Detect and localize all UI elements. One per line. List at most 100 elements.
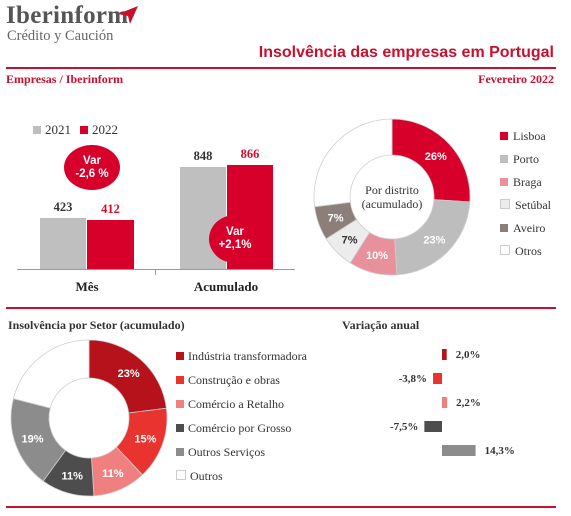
variation-acumulado-line2: +2,1% (218, 239, 252, 251)
legend-setor-item: Outros Serviços (176, 445, 265, 460)
legend-2022-label: 2022 (92, 122, 118, 137)
variation-mes-line1: Var (83, 154, 101, 167)
legend-distrito-item: Aveiro (500, 221, 545, 236)
donut-chart-setor: 23% 15% 11% 11% 19% (10, 339, 168, 497)
variation-bar-outros-servi-os (442, 445, 476, 456)
legend-distrito-swatch (500, 245, 510, 255)
legend-distrito-item: Otros (500, 244, 542, 259)
bar-chart-monthly: 423 412 848 866 (0, 0, 300, 300)
legend-distrito-label: Braga (513, 175, 542, 189)
value-label-mes-2022: 412 (101, 201, 120, 216)
legend-distrito-swatch (500, 155, 508, 163)
legend-distrito-item: Setúbal (500, 198, 551, 213)
legend-2021-swatch (33, 126, 41, 134)
variation-bar-ind-stria-transformadora (442, 349, 447, 360)
distrito-slice-label-porto: 23% (423, 234, 445, 246)
value-label-acumulado-2022: 866 (240, 147, 260, 162)
setor-slice-label-ind-stria-transformadora: 23% (118, 368, 140, 380)
legend-setor-item: Indústria transformadora (176, 349, 307, 364)
variation-bar-com-rcio-a-retalho (442, 397, 448, 408)
distrito-slice-label-lisboa: 26% (425, 151, 447, 163)
legend-setor-label: Outros (190, 469, 223, 483)
variation-bar-chart: 2,0% -3,8% 2,2% -7,5% 14,3% (390, 349, 515, 457)
logo-name: Iberinform (6, 2, 129, 29)
category-label-acumulado: Acumulado (193, 279, 259, 294)
variation-value-label: -7,5% (390, 421, 418, 433)
legend-setor-label: Indústria transformadora (188, 349, 307, 363)
donut-chart-distrito: 26% 23% 10% 7% 7% (313, 118, 471, 276)
legend-setor-swatch (176, 470, 186, 480)
section-rule (6, 307, 556, 309)
legend-distrito-item: Lisboa (500, 129, 546, 144)
legend-setor-swatch (176, 376, 184, 384)
distrito-slice-label-braga: 10% (366, 250, 388, 262)
setor-slice-outros (12, 339, 90, 409)
legend-distrito-item: Porto (500, 152, 539, 167)
variation-acumulado-line1: Var (226, 226, 244, 238)
legend-distrito-label: Porto (513, 152, 540, 166)
legend-setor-swatch (176, 448, 184, 456)
variation-value-label: 2,0% (456, 349, 481, 361)
donut-distrito-center-line2: (acumulado) (361, 197, 423, 211)
category-label-mes: Mês (75, 279, 99, 294)
legend-distrito-swatch (500, 178, 508, 186)
variation-chart-title: Variação anual (342, 318, 420, 332)
legend-2022-swatch (80, 126, 88, 134)
legend-2021-label: 2021 (45, 122, 71, 137)
setor-slice-label-com-rcio-a-retalho: 11% (102, 468, 124, 480)
logo-swoosh-icon (118, 6, 138, 24)
legend-distrito-label: Setúbal (515, 198, 551, 212)
setor-slice-ind-stria-transformadora (88, 339, 167, 414)
legend-setor-label: Outros Serviços (188, 445, 265, 459)
legend-setor-item: Construção e obras (176, 373, 280, 388)
distrito-slice-label-aveiro: 7% (328, 212, 344, 224)
value-label-acumulado-2021: 848 (193, 149, 213, 164)
variation-value-label: 14,3% (485, 445, 515, 457)
legend-2021: 2021 (33, 122, 71, 138)
setor-slice-label-com-rcio-por-grosso: 11% (62, 471, 84, 483)
x-axis-tick (155, 269, 156, 275)
subtitle-left: Empresas / Iberinform (6, 72, 124, 86)
legend-distrito-swatch (500, 199, 510, 209)
legend-setor-label: Comércio a Retalho (188, 397, 284, 411)
legend-setor-swatch (176, 424, 184, 432)
sector-chart-title: Insolvência por Setor (acumulado) (8, 318, 185, 332)
value-label-mes-2021: 423 (53, 200, 73, 215)
distrito-slice-label-set-bal: 7% (342, 234, 358, 246)
legend-setor-swatch (176, 352, 184, 360)
footer-rule (6, 506, 556, 508)
legend-setor-label: Comércio por Grosso (188, 421, 292, 435)
legend-distrito-item: Braga (500, 175, 542, 190)
setor-slice-label-outros-servi-os: 19% (22, 433, 44, 445)
distrito-slice-lisboa (391, 118, 471, 203)
variation-value-label: -3,8% (399, 373, 427, 385)
bar-mes-2022 (87, 219, 134, 269)
legend-distrito-swatch (500, 224, 508, 232)
variation-bar-constru-o-e-obras (433, 373, 442, 384)
donut-distrito-center-label: Por distrito (acumulado) (347, 183, 437, 211)
legend-distrito-label: Otros (515, 244, 542, 258)
page-title: Insolvência das empresas em Portugal (258, 44, 554, 61)
logo-tagline: Crédito y Caución (7, 28, 114, 44)
legend-setor-item: Comércio por Grosso (176, 421, 291, 436)
setor-slice-label-constru-o-e-obras: 15% (134, 433, 156, 445)
variation-mes-line2: -2,6 % (75, 167, 109, 180)
variation-bubble-mes: Var -2,6 % (64, 145, 120, 190)
variation-value-label: 2,2% (456, 397, 481, 409)
subtitle-right: Fevereiro 2022 (478, 72, 554, 86)
donut-distrito-center-line1: Por distrito (365, 183, 419, 197)
legend-setor-label: Construção e obras (188, 373, 280, 387)
distrito-slice-otros (313, 118, 393, 208)
x-axis-line (17, 269, 295, 270)
legend-distrito-swatch (500, 132, 508, 140)
legend-2022: 2022 (80, 122, 118, 138)
legend-setor-item: Comércio a Retalho (176, 397, 284, 412)
variation-bubble-acumulado: Var +2,1% (209, 215, 261, 263)
legend-setor-item: Outros (176, 469, 223, 484)
legend-setor-swatch (176, 400, 184, 408)
legend-distrito-label: Lisboa (513, 129, 546, 143)
bar-mes-2021 (40, 218, 86, 269)
title-rule (6, 67, 556, 69)
legend-distrito-label: Aveiro (513, 221, 546, 235)
variation-bar-com-rcio-por-grosso (424, 421, 442, 432)
